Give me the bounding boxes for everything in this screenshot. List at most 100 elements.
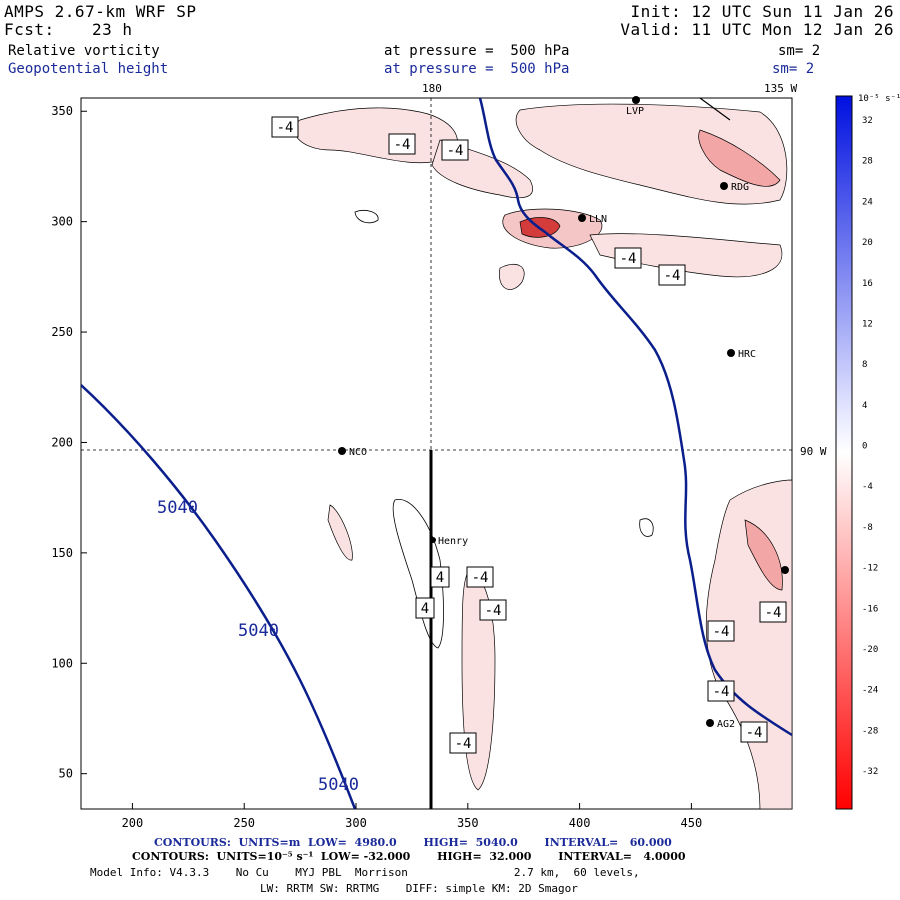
vort-label: 4 — [436, 570, 444, 586]
station-marker — [578, 214, 586, 222]
field2-name: Geopotential height — [8, 61, 169, 77]
vort-label: -4 — [620, 251, 637, 267]
footer-model-info: Model Info: V4.3.3 No Cu MYJ PBL Morriso… — [90, 866, 640, 879]
station-label: NCO — [349, 447, 367, 458]
vort-label: -4 — [485, 603, 502, 619]
colorbar-tick-label: 24 — [862, 197, 873, 207]
y-tick-label: 150 — [51, 546, 73, 560]
y-tick-label: 300 — [51, 215, 73, 229]
colorbar-tick-label: -8 — [862, 523, 873, 533]
forecast-hour: 23 h — [92, 20, 133, 39]
footer-vorticity-contours: CONTOURS: UNITS=10⁻⁵ s⁻¹ LOW= -32.000 HI… — [132, 850, 686, 863]
y-tick-label: 50 — [59, 767, 73, 781]
y-tick-label: 100 — [51, 656, 73, 670]
field1-smoothing: sm= 2 — [778, 43, 821, 59]
vort-region-small-1 — [499, 264, 525, 290]
y-tick-label: 200 — [51, 435, 73, 449]
station-marker — [338, 447, 346, 455]
vort-label: -4 — [746, 725, 763, 741]
y-axis: 50 100 150 200 250 300 350 — [51, 104, 87, 781]
vort-label: -4 — [447, 143, 464, 159]
x-tick-label: 300 — [345, 816, 367, 830]
y-tick-label: 250 — [51, 325, 73, 339]
stations: LVP RDG LLN HRC NCO Henry AG2 — [338, 96, 789, 730]
field1-level: at pressure = 500 hPa — [384, 43, 570, 59]
colorbar-tick-label: -4 — [862, 482, 873, 492]
station-label: HRC — [738, 349, 756, 360]
height-labels: 5040 5040 5040 — [157, 498, 359, 795]
vort-region-northeast — [515, 103, 788, 205]
vort-label: -4 — [394, 137, 411, 153]
vort-region-east-mid — [589, 233, 783, 278]
colorbar-tick-label: 12 — [862, 319, 873, 329]
colorbar — [835, 95, 853, 810]
vort-label: -4 — [765, 605, 782, 621]
init-time: Init: 12 UTC Sun 11 Jan 26 — [630, 2, 894, 21]
colorbar-tick-label: 16 — [862, 279, 873, 289]
x-tick-label: 400 — [569, 816, 591, 830]
field2-smoothing: sm= 2 — [772, 61, 815, 77]
coastline — [478, 98, 792, 737]
lon-label-135w: 135 W — [764, 82, 797, 95]
station-marker — [632, 96, 640, 104]
colorbar-tick-label: -12 — [862, 564, 878, 574]
colorbar-tick-label: 8 — [862, 360, 867, 370]
station-label: LLN — [589, 214, 607, 225]
colorbar-tick-label: -16 — [862, 604, 878, 614]
x-tick-label: 350 — [457, 816, 479, 830]
height-label: 5040 — [238, 621, 279, 641]
height-label: 5040 — [157, 498, 198, 518]
station-label: RDG — [731, 182, 749, 193]
x-axis: 200 250 300 350 400 450 — [122, 803, 703, 830]
x-tick-label: 200 — [122, 816, 144, 830]
x-tick-label: 250 — [233, 816, 255, 830]
colorbar-tick-label: 28 — [862, 157, 873, 167]
lat-label-90w: 90 W — [800, 445, 827, 458]
x-tick-label: 450 — [681, 816, 703, 830]
colorbar-tick-label: -20 — [862, 645, 878, 655]
vort-positive-contour-3 — [639, 518, 654, 537]
footer-height-contours: CONTOURS: UNITS=m LOW= 4980.0 HIGH= 5040… — [154, 836, 672, 849]
height-label: 5040 — [318, 775, 359, 795]
colorbar-units: 10⁻⁵ s⁻¹ — [858, 94, 900, 104]
station-marker — [430, 537, 436, 543]
colorbar-tick-label: 20 — [862, 238, 873, 248]
vort-region-ne-strong — [698, 129, 781, 187]
vort-positive-contour-2 — [354, 210, 379, 224]
station-label: AG2 — [717, 719, 735, 730]
vort-label: -4 — [713, 684, 730, 700]
colorbar-tick-label: 4 — [862, 401, 867, 411]
height-contour-5040 — [81, 384, 357, 809]
station-label: Henry — [438, 536, 468, 547]
vort-region-se-strong — [744, 519, 783, 591]
lon-label-180: 180 — [422, 82, 442, 95]
colorbar-tick-label: -24 — [862, 686, 878, 696]
model-title: AMPS 2.67-km WRF SP — [4, 2, 197, 21]
colorbar-labels: 32 28 24 20 16 12 8 4 0 -4 -8 -12 -16 -20 -24 -28 -32 — [862, 116, 878, 777]
footer-physics: LW: RRTM SW: RRTMG DIFF: simple KM: 2D S… — [260, 882, 578, 895]
vort-positive-contour-1 — [392, 498, 444, 649]
colorbar-tick-label: -28 — [862, 726, 878, 736]
vort-label: -4 — [713, 624, 730, 640]
station-marker — [727, 349, 735, 357]
vorticity-labels: -4 -4 -4 -4 -4 -4 4 4 -4 -4 -4 -4 -4 -4 — [271, 116, 787, 754]
station-marker — [706, 719, 714, 727]
colorbar-tick-label: 32 — [862, 116, 873, 126]
forecast-label: Fcst: — [4, 20, 55, 39]
y-tick-label: 350 — [51, 104, 73, 118]
vort-region-strip-west — [327, 504, 353, 561]
station-marker — [720, 182, 728, 190]
vort-label: -4 — [277, 120, 294, 136]
vort-label: -4 — [664, 268, 681, 284]
station-marker — [781, 566, 789, 574]
vort-label: -4 — [472, 570, 489, 586]
colorbar-tick-label: -32 — [862, 767, 878, 777]
colorbar-tick-label: 0 — [862, 442, 867, 452]
plot-frame — [80, 97, 793, 810]
lon-line-135w — [699, 98, 731, 121]
vort-label: 4 — [421, 601, 429, 617]
field2-level: at pressure = 500 hPa — [384, 61, 570, 77]
valid-time: Valid: 11 UTC Mon 12 Jan 26 — [620, 20, 894, 39]
station-label: LVP — [626, 106, 644, 117]
